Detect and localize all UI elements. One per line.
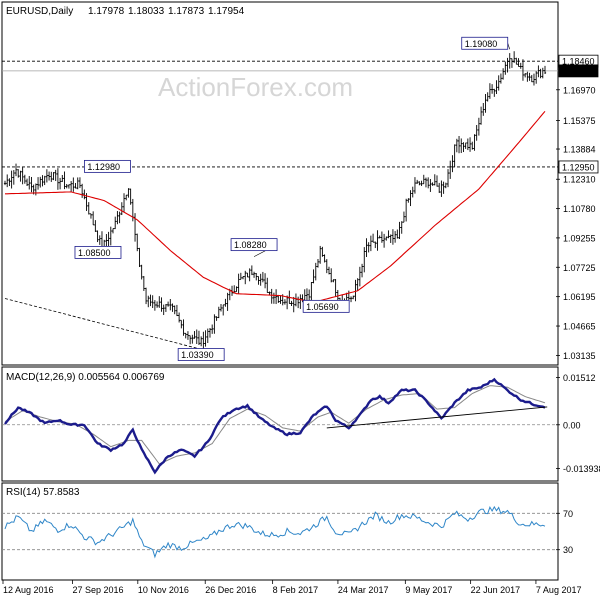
price-chart-title: EURUSD,Daily: [6, 6, 73, 17]
price-tick-label: 1.09255: [563, 233, 596, 243]
time-tick-label: 22 Jun 2017: [471, 585, 521, 595]
ohlc-low: 1.17873: [168, 6, 205, 17]
price-tick-label: 1.04665: [563, 322, 596, 332]
ohlc-high: 1.18033: [128, 6, 165, 17]
price-tick-label: 1.13884: [563, 145, 596, 155]
price-level-label: 1.12950: [562, 162, 595, 172]
price-tick-label: 1.03135: [563, 351, 596, 361]
price-tick-label: 1.15375: [563, 116, 596, 126]
downtrend-line: [4, 298, 202, 350]
annotation-box: [84, 159, 131, 173]
macd-tick-label: -0.013938: [563, 464, 600, 474]
time-tick-label: 10 Nov 2016: [138, 585, 189, 595]
time-tick-label: 27 Sep 2016: [73, 585, 124, 595]
rsi-title: RSI(14) 57.8583: [6, 487, 80, 498]
time-tick-label: 26 Dec 2016: [205, 585, 256, 595]
price-tick-label: 1.16970: [563, 85, 596, 95]
time-tick-label: 24 Mar 2017: [338, 585, 389, 595]
price-panel: [1, 1, 559, 366]
rsi-tick-label: 30: [563, 545, 573, 555]
macd-title: MACD(12,26,9) 0.005564 0.006769: [6, 372, 165, 383]
price-tick-label: 1.10780: [563, 204, 596, 214]
last-price-label-box: [558, 64, 599, 78]
price-tick-label: 1.07725: [563, 263, 596, 273]
annotation-label: 1.03390: [181, 350, 214, 360]
ohlc-open: 1.17978: [88, 6, 125, 17]
annotation-label: 1.08500: [78, 248, 111, 258]
time-tick-label: 8 Feb 2017: [273, 585, 319, 595]
price-tick-label: 1.06195: [563, 292, 596, 302]
watermark: ActionForex.com: [158, 72, 353, 102]
price-layer: 1.19080 1.12980 1.08500 1.08280 1.05690 1.033…: [2, 36, 558, 361]
annotation-box: [230, 238, 278, 252]
annotation-box: [302, 299, 350, 313]
price-axis: 1.18460 1.12950 1.17954 1.16970 1.15375 1.138…: [556, 54, 599, 361]
rsi-line: [4, 505, 546, 559]
moving-average-line: [5, 110, 546, 303]
macd-main-line: [4, 377, 546, 475]
macd-tick-label: 0.00: [563, 420, 581, 430]
macd-axis: 0.01512 0.00 -0.013938: [556, 373, 600, 474]
annotation-label: 1.08280: [234, 240, 267, 250]
macd-panel: [1, 366, 559, 482]
macd-tick-label: 0.01512: [563, 373, 596, 383]
annotation-box: [177, 348, 225, 361]
rsi-axis: 70 30: [556, 509, 573, 555]
time-tick-label: 7 Aug 2017: [536, 585, 582, 595]
last-price-label: 1.17954: [562, 66, 595, 76]
time-tick-label: 9 May 2017: [405, 585, 452, 595]
price-tick-label: 1.12310: [563, 175, 596, 185]
price-level-label: 1.18460: [562, 57, 595, 67]
annotation-box: [461, 36, 509, 50]
price-level-label-box: [558, 160, 599, 174]
time-axis: 12 Aug 2016 27 Sep 2016 10 Nov 2016 26 Dec …: [2, 580, 582, 595]
annotation-label: 1.05690: [306, 302, 339, 312]
annotation-box: [74, 245, 122, 259]
macd-layer: [2, 377, 558, 475]
rsi-tick-label: 70: [563, 509, 573, 519]
rsi-layer: [2, 505, 558, 559]
rsi-panel: [1, 482, 559, 581]
ohlc-close: 1.17954: [208, 6, 245, 17]
annotation-label: 1.12980: [87, 162, 120, 172]
annotation-label: 1.19080: [465, 39, 498, 49]
time-tick-label: 12 Aug 2016: [3, 585, 54, 595]
macd-trendline: [326, 406, 548, 429]
macd-signal-line: [4, 385, 546, 465]
